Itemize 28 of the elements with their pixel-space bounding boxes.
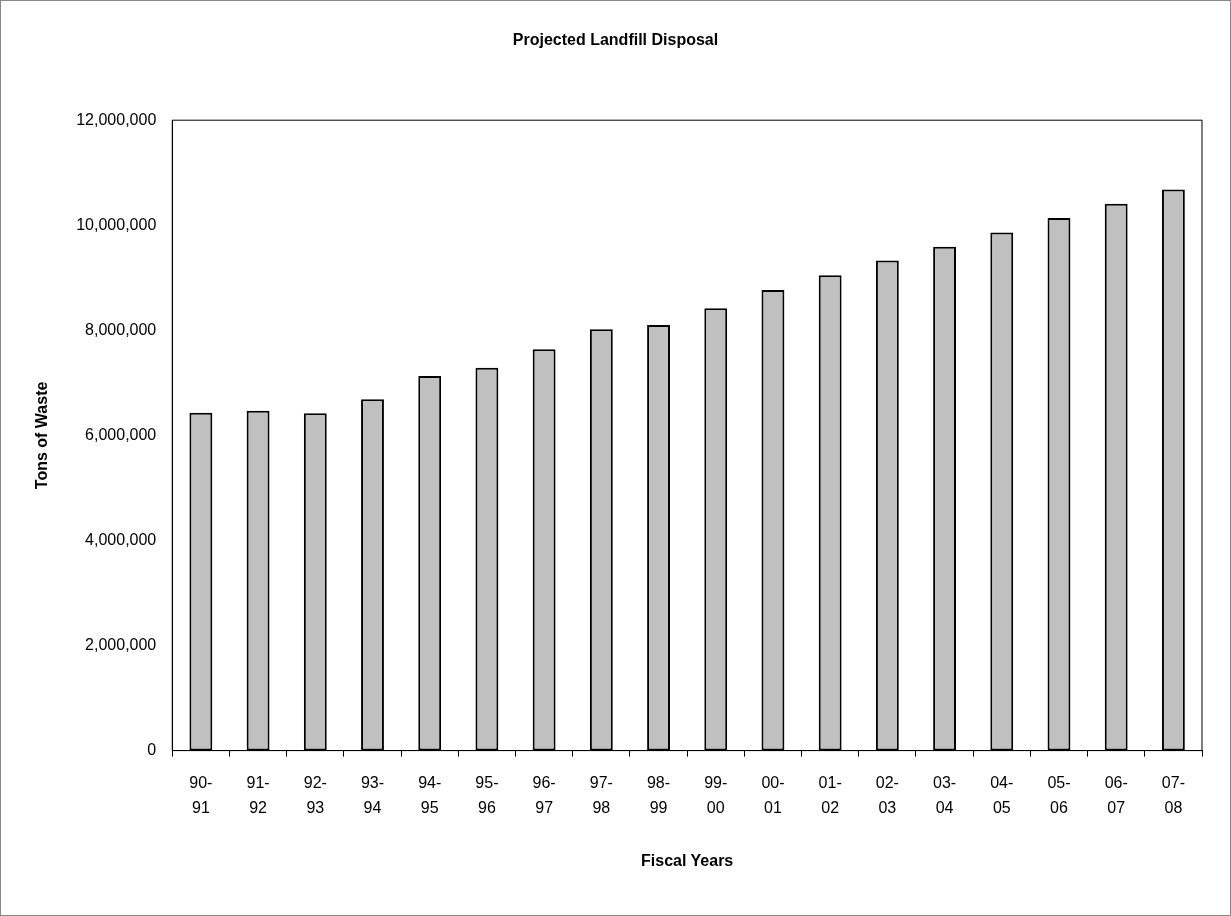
y-tick-label: 0 (147, 741, 157, 759)
x-tick-label: 98-99 (646, 773, 671, 817)
y-tick-label: 8,000,000 (85, 320, 157, 338)
y-tick-label: 10,000,000 (76, 215, 157, 233)
x-tick-label: 01-02 (818, 773, 842, 817)
x-tick-label: 93-94 (360, 773, 385, 817)
x-tick-label: 96-97 (532, 773, 556, 817)
y-tick-label: 12,000,000 (76, 110, 157, 128)
y-tick-label: 4,000,000 (85, 530, 157, 548)
x-tick-label: 91-92 (246, 773, 270, 817)
x-tick-label: 07-08 (1161, 773, 1185, 817)
x-tick-label: 99-00 (704, 773, 728, 817)
y-tick-label: 2,000,000 (85, 635, 157, 653)
x-tick-label: 06-07 (1104, 773, 1128, 817)
x-tick-label: 00-01 (761, 773, 785, 817)
chart-title: Projected Landfill Disposal (512, 31, 719, 49)
x-tick-label: 05-06 (1047, 773, 1071, 817)
x-tick-label: 04-05 (990, 773, 1014, 817)
x-tick-label: 02-03 (875, 773, 899, 817)
x-tick-label: 95-96 (475, 773, 499, 817)
x-tick-label: 94-95 (418, 773, 442, 817)
x-tick-label: 03-04 (933, 773, 957, 817)
y-axis-title: Tons of Waste (33, 381, 51, 490)
x-tick-label: 92-93 (303, 773, 327, 817)
x-tick-label: 90-91 (189, 773, 213, 817)
x-tick-label: 97-98 (589, 773, 613, 817)
y-tick-label: 6,000,000 (85, 425, 157, 443)
x-axis-title: Fiscal Years (641, 851, 734, 869)
